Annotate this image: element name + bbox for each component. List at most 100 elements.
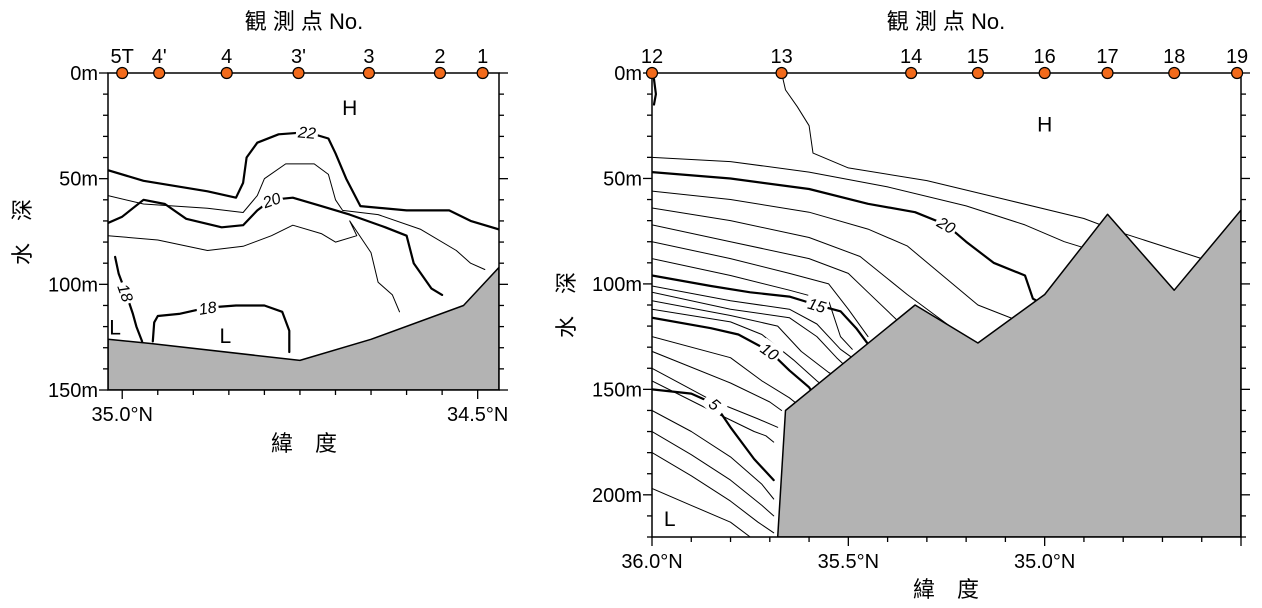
left-station-marker-3 [292, 66, 305, 80]
left-station-label-3: 3' [291, 46, 306, 68]
right-region-label-1: L [664, 508, 676, 531]
left-station-label-2: 4 [221, 46, 232, 68]
right-contour-18 [652, 388, 775, 482]
left-contour-0 [108, 131, 499, 231]
left-region-label-1: L [109, 317, 121, 340]
right-contour-20 [652, 431, 775, 517]
right-contour-23 [652, 78, 657, 106]
left-x-tick-label-1: 34.5°N [447, 404, 508, 426]
right-contour-15 [652, 350, 783, 411]
left-contour-label-bg-0 [295, 122, 319, 143]
right-station-label-3: 15 [967, 46, 989, 68]
left-station-marker-4 [362, 66, 376, 80]
left-station-marker-6 [476, 66, 489, 80]
right-contour-14 [652, 336, 798, 405]
right-station-marker-3 [971, 66, 985, 80]
right-x-axis-title: 緯 度 [913, 577, 979, 602]
right-contour-6 [652, 241, 869, 338]
left-station-marker-0 [116, 66, 129, 80]
right-contour-21 [652, 452, 775, 534]
right-station-label-4: 16 [1034, 46, 1056, 68]
right-station-marker-4 [1038, 66, 1051, 80]
right-contour-3 [652, 190, 1022, 323]
right-contour-1 [652, 156, 1093, 251]
right-contour-10 [652, 291, 853, 373]
right-contour-19 [652, 410, 775, 500]
right-y-tick-label-4: 200m [592, 485, 642, 507]
right-station-marker-7 [1230, 66, 1244, 80]
left-y-tick-label-1: 50m [59, 169, 98, 191]
left-station-label-5: 2 [434, 46, 445, 68]
left-contour-5 [151, 304, 291, 354]
left-region-label-0: H [342, 97, 357, 120]
right-contour-0 [781, 73, 1203, 260]
left-x-tick-label-0: 35.0°N [92, 404, 153, 426]
right-contour-label-8: 15 [806, 296, 828, 317]
left-station-label-6: 1 [477, 46, 488, 68]
left-y-axis-title: 水 深 [10, 199, 35, 265]
right-contour-11 [652, 300, 838, 378]
left-contour-label-5: 18 [198, 299, 218, 318]
right-bottom-topography [776, 209, 1241, 537]
right-contour-22 [652, 488, 751, 537]
right-y-tick-label-2: 100m [592, 274, 642, 296]
left-station-label-4: 3 [363, 46, 374, 68]
right-y-tick-label-3: 150m [592, 379, 642, 401]
left-y-tick-label-3: 150m [48, 380, 98, 402]
left-bottom-topography [108, 266, 499, 390]
right-station-label-2: 14 [900, 46, 922, 68]
left-contour-label-bg-5 [195, 297, 220, 319]
left-contour-label-0: 22 [296, 124, 316, 143]
left-contour-1 [108, 163, 486, 270]
right-station-marker-0 [645, 66, 659, 80]
right-region-label-0: H [1037, 114, 1052, 137]
right-contour-4 [652, 207, 959, 333]
right-station-marker-2 [905, 66, 918, 80]
right-contour-label-13: 10 [757, 341, 781, 365]
left-x-axis-title: 緯 度 [271, 431, 337, 456]
right-contour-label-bg-2 [932, 211, 961, 239]
left-station-marker-5 [433, 66, 447, 80]
left-station-marker-1 [153, 66, 166, 80]
left-y-tick-label-2: 100m [48, 274, 98, 296]
left-contour-label-bg-4 [113, 279, 138, 307]
right-station-marker-5 [1101, 66, 1114, 80]
right-y-tick-label-0: 0m [614, 63, 642, 85]
right-contour-label-bg-8 [803, 293, 830, 317]
right-contour-label-2: 20 [933, 214, 958, 238]
left-contour-label-4: 18 [113, 282, 135, 305]
left-y-tick-label-0: 0m [70, 63, 98, 85]
left-contour-3 [108, 220, 400, 313]
right-station-label-6: 18 [1163, 46, 1185, 68]
left-contour-label-bg-2 [258, 187, 285, 212]
right-station-label-5: 17 [1096, 46, 1118, 68]
right-station-label-0: 12 [641, 46, 663, 68]
left-plot-area: 22 20 18 18 [108, 122, 499, 390]
right-contour-16 [652, 367, 779, 428]
right-contour-label-bg-13 [755, 337, 784, 366]
right-top-axis-title: 観 測 点 No. [887, 9, 1006, 34]
right-station-marker-1 [775, 66, 788, 80]
right-y-tick-label-1: 50m [603, 168, 642, 190]
right-y-axis-title: 水 深 [554, 272, 579, 338]
right-contour-17 [652, 380, 775, 443]
left-contour-label-2: 20 [260, 190, 284, 212]
right-station-marker-6 [1168, 66, 1181, 80]
left-contour-4 [114, 255, 144, 343]
left-station-label-0: 5T [111, 46, 134, 68]
right-station-label-1: 13 [770, 46, 792, 68]
right-contour-label-bg-18 [700, 390, 730, 419]
left-region-label-2: L [219, 325, 231, 348]
left-top-axis-title: 観 測 点 No. [245, 9, 364, 34]
right-x-tick-label-2: 35.0°N [1014, 551, 1075, 573]
left-contour-2 [108, 196, 444, 296]
right-contour-9 [652, 285, 865, 367]
right-section-chart: 観 測 点 No. 緯 度 水 深 2015105HL0m50m100m150m… [554, 9, 1250, 602]
right-x-tick-label-0: 36.0°N [621, 551, 682, 573]
right-x-tick-label-1: 35.5°N [818, 551, 879, 573]
left-station-label-1: 4' [152, 46, 167, 68]
left-station-marker-2 [220, 66, 233, 80]
